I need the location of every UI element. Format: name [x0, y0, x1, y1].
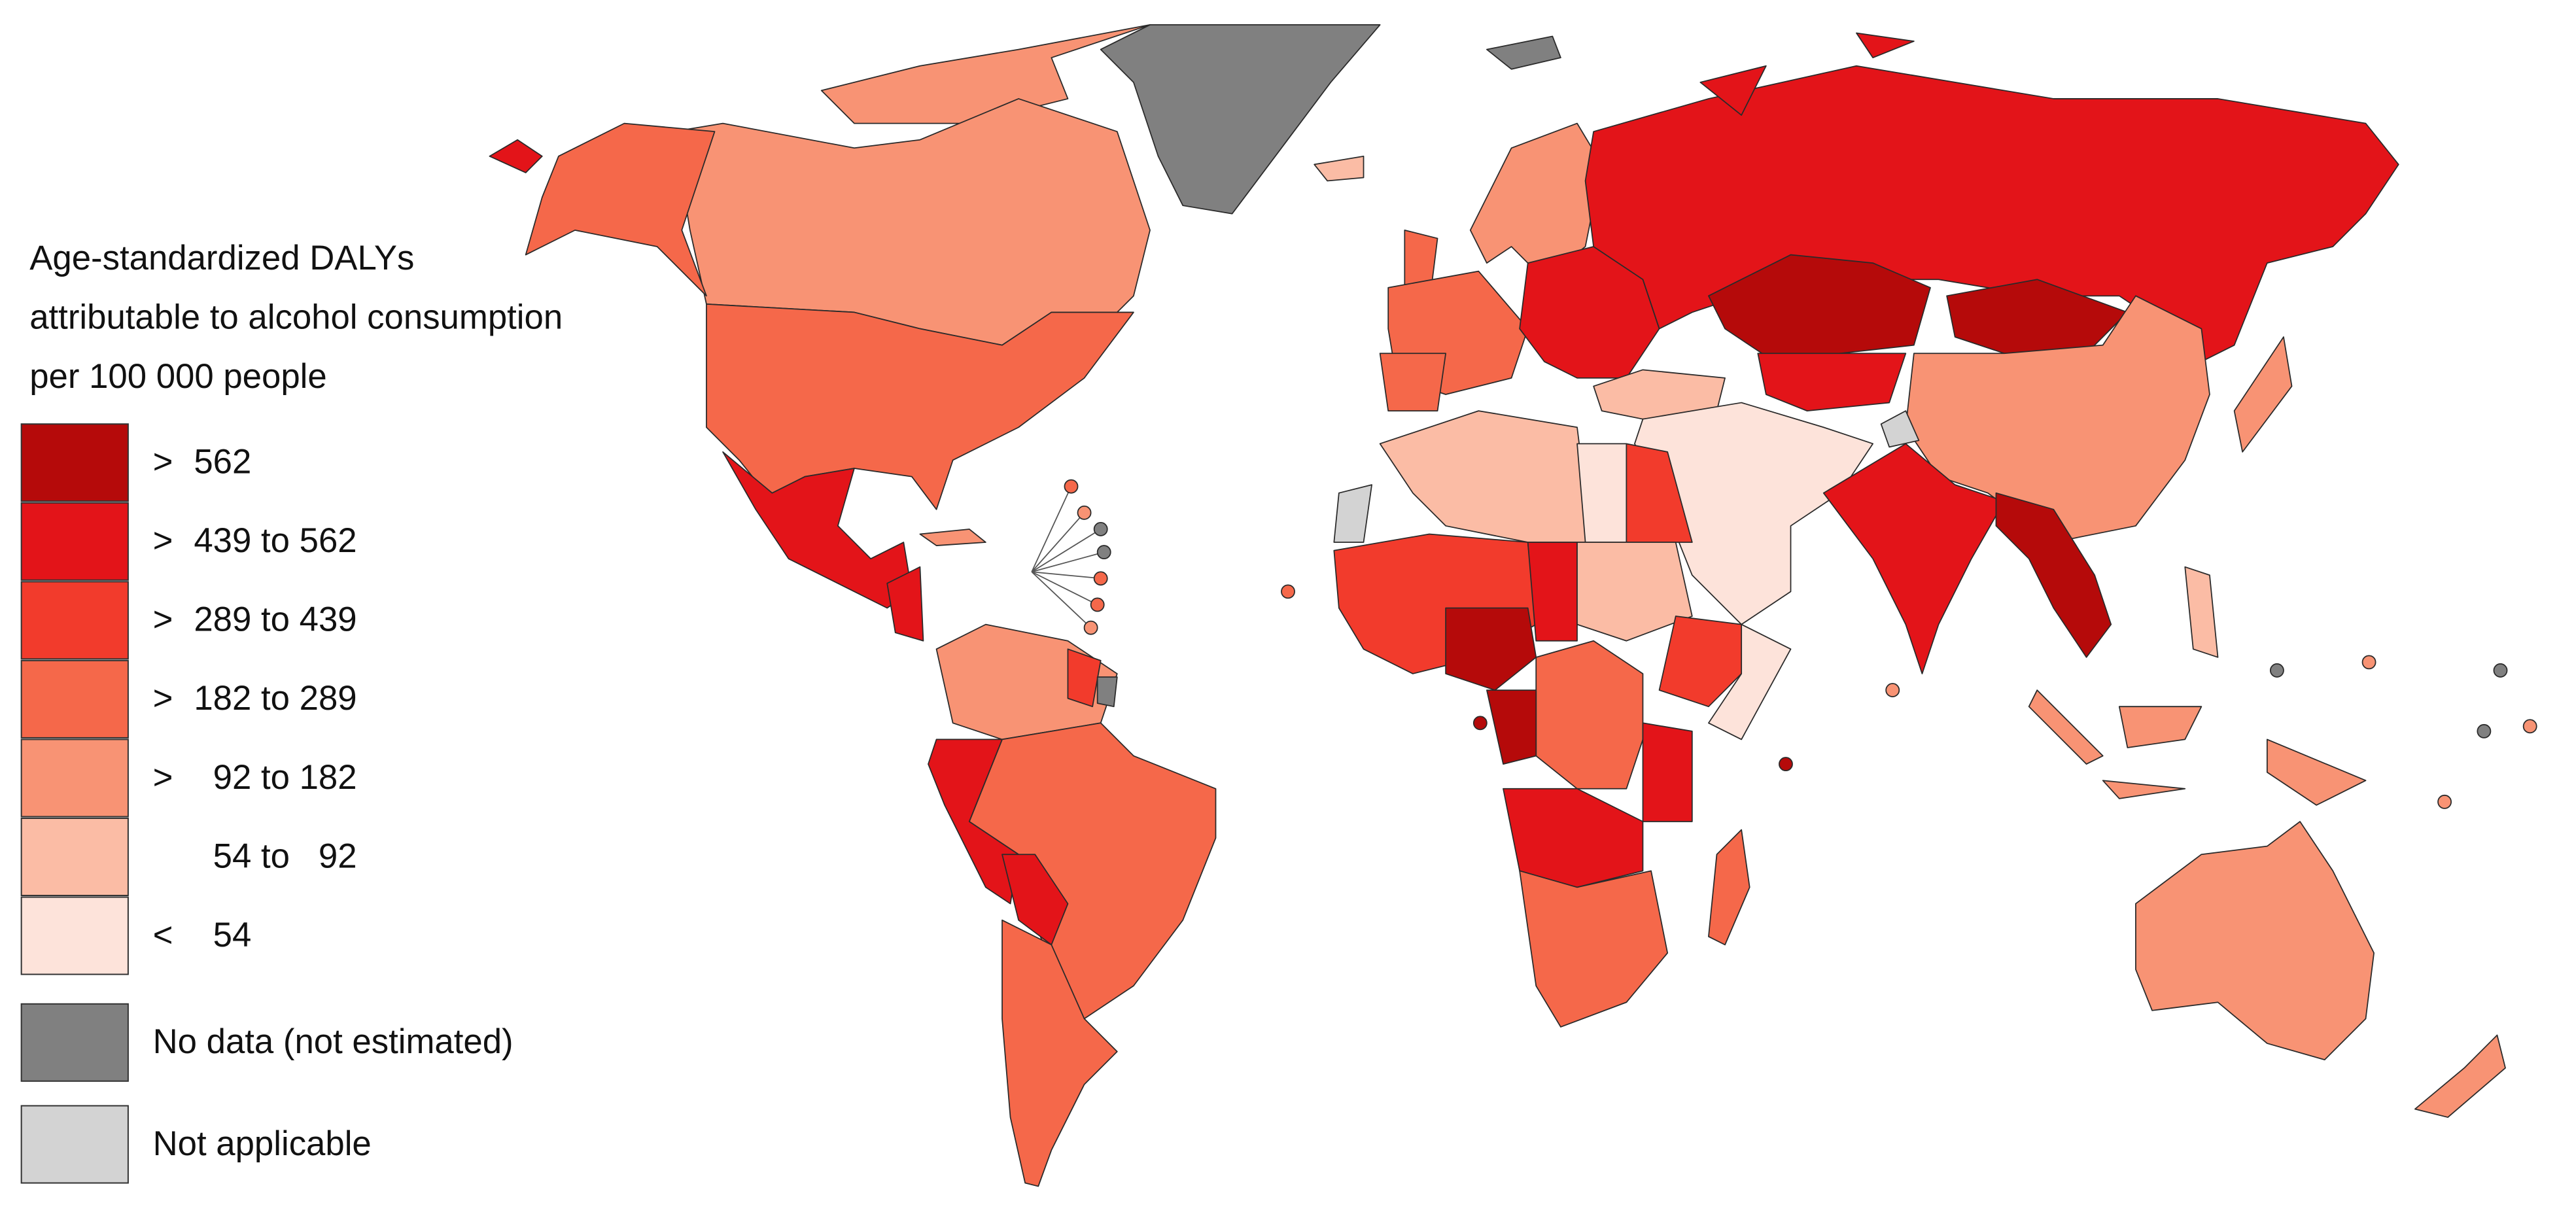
kazakhstan: [1708, 254, 1931, 362]
leader-line: [1031, 571, 1098, 606]
gabon-congo: [1486, 689, 1537, 765]
japan: [2233, 336, 2293, 453]
legend-symbol: >: [153, 758, 173, 797]
russia-far-east-tip: [489, 139, 543, 173]
legend-range: 54 to 92: [194, 837, 357, 875]
small-country: [2522, 719, 2537, 734]
small-country: [2493, 663, 2508, 678]
central-america: [886, 566, 924, 642]
leader-line: [1031, 571, 1092, 629]
southeast-asia: [1995, 492, 2112, 658]
small-country: [1096, 545, 1111, 560]
kashmir: [1880, 410, 1920, 448]
legend-swatch: [20, 738, 129, 818]
chad: [1527, 542, 1578, 642]
legend-swatch: [20, 581, 129, 660]
leader-line: [1031, 512, 1085, 572]
leader-line: [1031, 529, 1102, 572]
legend-swatch: [20, 1003, 129, 1082]
argentina-chile: [1001, 919, 1118, 1187]
small-country: [1077, 505, 1092, 520]
small-country: [1083, 620, 1098, 635]
usa: [706, 303, 1134, 510]
legend-symbol: <: [153, 916, 173, 954]
iberia: [1379, 353, 1446, 412]
svalbard: [1486, 35, 1561, 70]
legend-symbol: >: [153, 600, 173, 639]
small-country: [2269, 663, 2284, 678]
legend-swatch: [20, 817, 129, 897]
bolivia: [1001, 854, 1069, 946]
leader-line: [1031, 551, 1104, 573]
legend-range: 92 to 182: [194, 758, 357, 797]
canada-islands: [820, 24, 1151, 124]
legend-swatch: [20, 423, 129, 502]
small-country: [2361, 655, 2376, 670]
india: [1822, 443, 2005, 674]
legend-swatch: [20, 502, 129, 581]
caribbean: [919, 529, 986, 546]
legend-title: Age-standardized DALYs: [29, 239, 414, 277]
ethiopia: [1658, 616, 1759, 708]
small-country: [1885, 683, 1900, 697]
legend-range: 289 to 439: [194, 600, 357, 639]
indonesia: [2028, 689, 2367, 806]
southern-africa: [1519, 870, 1669, 1028]
greenland: [1100, 24, 1381, 215]
small-country: [1281, 584, 1295, 599]
egypt: [1626, 443, 1693, 543]
legend-swatch: [20, 1105, 129, 1184]
legend: Age-standardized DALYs attributable to a…: [20, 239, 563, 1184]
legend-swatch: [20, 659, 129, 738]
mexico: [722, 451, 913, 609]
caribbean-leaders: [1031, 486, 1104, 629]
nigeria: [1445, 607, 1537, 691]
small-country: [1472, 716, 1488, 731]
leader-line: [1032, 571, 1101, 580]
tanzania: [1642, 722, 1693, 822]
philippines: [2184, 566, 2219, 658]
legend-title: attributable to alcohol consumption: [29, 298, 563, 337]
legend-symbol: >: [153, 521, 173, 560]
leader-line: [1031, 486, 1072, 572]
legend-symbol: >: [153, 679, 173, 718]
small-country: [1090, 597, 1105, 612]
legend-range: 54: [194, 916, 251, 954]
small-country: [1093, 522, 1108, 536]
central-asia: [1757, 353, 1907, 412]
russia-islands: [1699, 32, 1915, 116]
sudan: [1576, 542, 1693, 642]
legend-range: 562: [194, 443, 251, 481]
peru-ecuador: [928, 738, 1019, 905]
small-country: [1093, 571, 1108, 586]
new-zealand: [2414, 1034, 2506, 1118]
legend-range: 439 to 562: [194, 521, 357, 560]
legend-label: Not applicable: [153, 1124, 372, 1163]
alaska: [525, 122, 716, 297]
french-guiana: [1096, 676, 1118, 708]
libya: [1576, 443, 1627, 543]
drc: [1535, 640, 1644, 790]
madagascar: [1708, 829, 1750, 946]
legend-title: per 100 000 people: [29, 357, 327, 396]
western-sahara: [1333, 484, 1372, 543]
legend-symbol: >: [153, 443, 173, 481]
iceland: [1314, 155, 1365, 182]
small-country: [1064, 479, 1079, 494]
australia: [2135, 821, 2375, 1061]
legend-range: 182 to 289: [194, 679, 357, 718]
legend-swatch: [20, 896, 129, 975]
small-country: [2477, 723, 2492, 738]
legend-label: No data (not estimated): [153, 1022, 513, 1061]
somalia: [1708, 623, 1792, 740]
small-country: [2437, 794, 2452, 809]
small-country: [1779, 757, 1793, 772]
guyana: [1067, 648, 1102, 708]
world-map: [489, 24, 2537, 1187]
north-africa-west: [1379, 410, 1586, 543]
